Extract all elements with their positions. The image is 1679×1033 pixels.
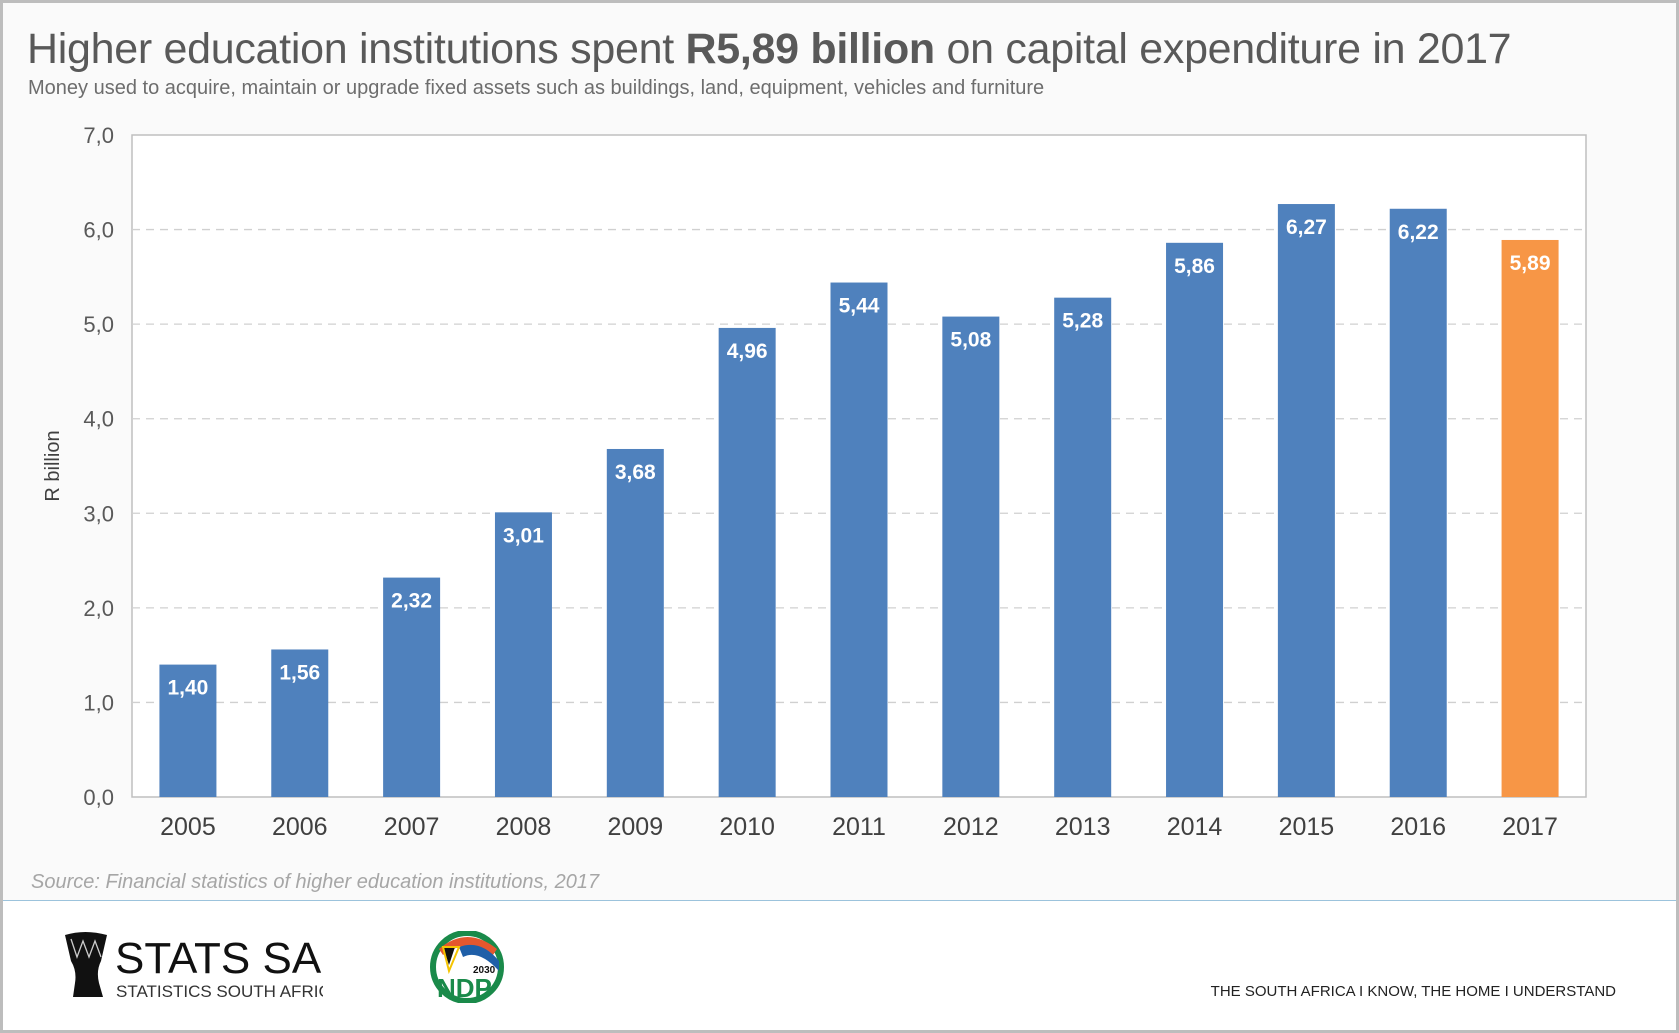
- bar-2010: [718, 327, 776, 797]
- ndp-logo: 2030 NDP: [430, 931, 504, 1003]
- stats-logo-main: STATS SA: [115, 934, 322, 983]
- data-label: 5,08: [950, 329, 991, 352]
- bar-2005: [159, 664, 217, 797]
- chart-title: Higher education institutions spent R5,8…: [27, 25, 1512, 74]
- y-tick-label: 0,0: [83, 785, 114, 810]
- bar-2012: [942, 316, 1000, 797]
- tagline: THE SOUTH AFRICA I KNOW, THE HOME I UNDE…: [1210, 983, 1616, 1000]
- ndp-logo-year: 2030: [473, 965, 496, 976]
- data-label: 6,22: [1398, 221, 1439, 244]
- x-tick-label: 2017: [1502, 813, 1558, 841]
- y-tick-label: 1,0: [83, 690, 114, 715]
- title-highlight: R5,89 billion: [685, 25, 936, 73]
- infographic: Higher education institutions spent R5,8…: [3, 3, 1676, 1030]
- chart-subtitle: Money used to acquire, maintain or upgra…: [28, 77, 1045, 99]
- bar-2014: [1166, 242, 1224, 798]
- y-tick-label: 2,0: [83, 596, 114, 621]
- data-label: 5,89: [1510, 252, 1551, 275]
- bar-2007: [383, 577, 441, 797]
- x-tick-label: 2016: [1390, 813, 1446, 841]
- footer: STATS SA STATISTICS SOUTH AFRICA 2030 ND…: [3, 901, 1676, 1030]
- y-tick-label: 7,0: [83, 123, 114, 148]
- ndp-logo-text: NDP: [437, 973, 492, 1003]
- y-tick-label: 5,0: [83, 312, 114, 337]
- x-tick-label: 2005: [160, 813, 216, 841]
- stats-sa-logo: STATS SA STATISTICS SOUTH AFRICA: [65, 932, 323, 1001]
- data-label: 6,27: [1286, 216, 1327, 239]
- y-tick-label: 4,0: [83, 407, 114, 432]
- x-tick-label: 2008: [496, 813, 552, 841]
- x-tick-label: 2010: [719, 813, 775, 841]
- y-tick-label: 3,0: [83, 501, 114, 526]
- y-axis-label: R billion: [42, 430, 64, 501]
- x-tick-label: 2013: [1055, 813, 1111, 841]
- divider: [3, 900, 1676, 901]
- bar-2011: [830, 282, 888, 797]
- bar-chart: 0,0 1,0 2,0 3,0 4,0 5,0 6,0 7,0 R billion 1,40 200…: [42, 123, 1587, 841]
- data-label: 5,28: [1062, 310, 1103, 333]
- data-label: 3,68: [615, 461, 656, 484]
- x-tick-label: 2012: [943, 813, 999, 841]
- bar-2015: [1277, 204, 1335, 798]
- stats-logo-sub: STATISTICS SOUTH AFRICA: [116, 982, 323, 1001]
- source-note: Source: Financial statistics of higher e…: [31, 871, 600, 893]
- data-label: 4,96: [727, 340, 768, 363]
- bar-2008: [494, 512, 552, 797]
- x-tick-label: 2015: [1279, 813, 1335, 841]
- y-tick-label: 6,0: [83, 218, 114, 243]
- x-tick-label: 2009: [607, 813, 663, 841]
- bar-2017: [1501, 239, 1559, 797]
- title-text: Higher education institutions spent: [27, 25, 686, 73]
- x-tick-label: 2006: [272, 813, 328, 841]
- x-tick-label: 2014: [1167, 813, 1223, 841]
- data-label: 1,56: [279, 661, 320, 684]
- bar-2009: [606, 448, 664, 797]
- data-label: 3,01: [503, 524, 544, 547]
- x-tick-label: 2007: [384, 813, 440, 841]
- bar-2016: [1389, 208, 1447, 797]
- bar-2013: [1054, 297, 1112, 797]
- data-label: 5,86: [1174, 255, 1215, 278]
- title-text-end: on capital expenditure in 2017: [934, 25, 1512, 73]
- data-label: 5,44: [839, 295, 880, 318]
- bar-2006: [271, 649, 329, 797]
- x-tick-label: 2011: [832, 813, 886, 841]
- data-label: 2,32: [391, 590, 432, 613]
- data-label: 1,40: [167, 677, 208, 700]
